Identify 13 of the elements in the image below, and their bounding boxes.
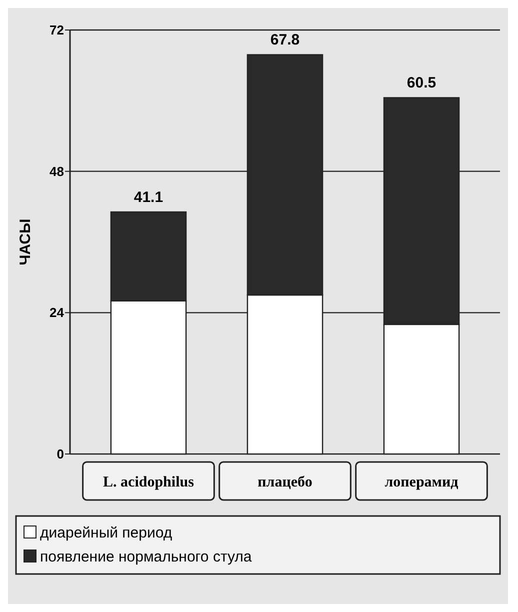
total-label: 67.8 [270, 32, 300, 49]
y-tick-label: 72 [50, 22, 64, 38]
x-tick-label: лоперамид [384, 474, 459, 490]
y-tick-label: 0 [56, 446, 64, 462]
y-tick-label: 48 [50, 164, 64, 179]
total-label: 41.1 [134, 188, 164, 206]
total-label: 60.5 [406, 74, 436, 92]
x-tick-label: плацебо [258, 474, 312, 490]
legend-label: диарейный период [40, 524, 172, 542]
y-axis-title: ЧАСЫ [17, 218, 34, 266]
y-tick-label: 24 [50, 305, 65, 320]
legend-label: появление нормального стула [40, 548, 252, 566]
x-tick-label: L. acidophilus [103, 474, 194, 490]
